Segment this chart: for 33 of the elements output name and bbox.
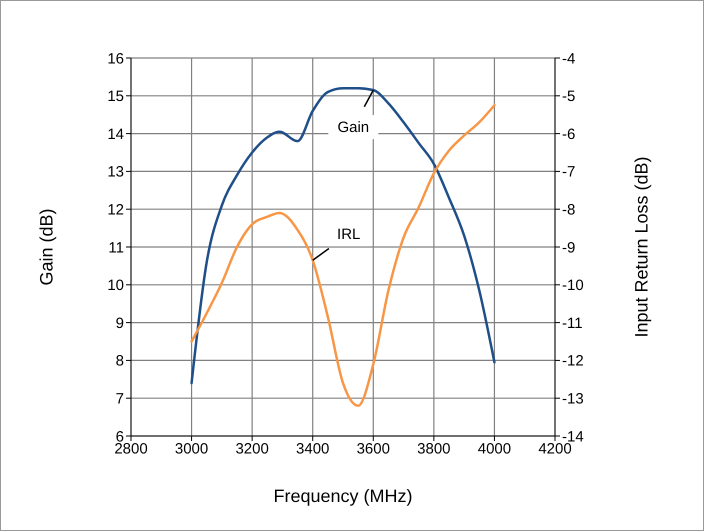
y-tick-label: 7 — [116, 390, 124, 408]
y2-tick-label: -5 — [562, 88, 576, 106]
y-tick-label: 16 — [107, 50, 124, 68]
y2-tick-label: -8 — [562, 202, 576, 219]
x-tick-label: 3000 — [174, 440, 208, 458]
y2-tick-label: -7 — [562, 164, 576, 181]
annotation: Gain — [337, 119, 370, 136]
y-tick-label: 8 — [116, 352, 124, 370]
x-tick-label: 4000 — [478, 440, 512, 458]
y2-tick-label: -10 — [562, 277, 584, 294]
x-tick-label: 3600 — [356, 440, 390, 458]
x-tick-label: 4200 — [538, 440, 572, 458]
x-axis-title: Frequency (MHz) — [273, 486, 413, 506]
x-tick-label: 2800 — [114, 440, 148, 458]
y-tick-label: 11 — [108, 239, 124, 256]
y-tick-label: 10 — [107, 277, 124, 294]
y-tick-label: 14 — [107, 126, 124, 143]
y2-tick-label: -13 — [562, 390, 584, 408]
y-axis-title: Gain (dB) — [36, 208, 56, 286]
y-tick-label: 15 — [107, 88, 124, 106]
y2-tick-label: -12 — [562, 352, 584, 370]
y2-tick-label: -6 — [562, 126, 576, 143]
y2-tick-label: -9 — [562, 239, 576, 256]
y-tick-label: 12 — [107, 202, 124, 219]
y2-tick-label: -4 — [562, 50, 576, 68]
x-tick-label: 3400 — [296, 440, 330, 458]
y2-tick-label: -11 — [562, 314, 583, 332]
y2-axis-title: Input Return Loss (dB) — [631, 156, 652, 338]
x-tick-label: 3200 — [235, 440, 269, 458]
y-tick-label: 13 — [107, 164, 124, 181]
y-tick-label: 9 — [116, 314, 124, 332]
x-tick-label: 3800 — [417, 440, 451, 458]
annotation: IRL — [337, 226, 360, 244]
